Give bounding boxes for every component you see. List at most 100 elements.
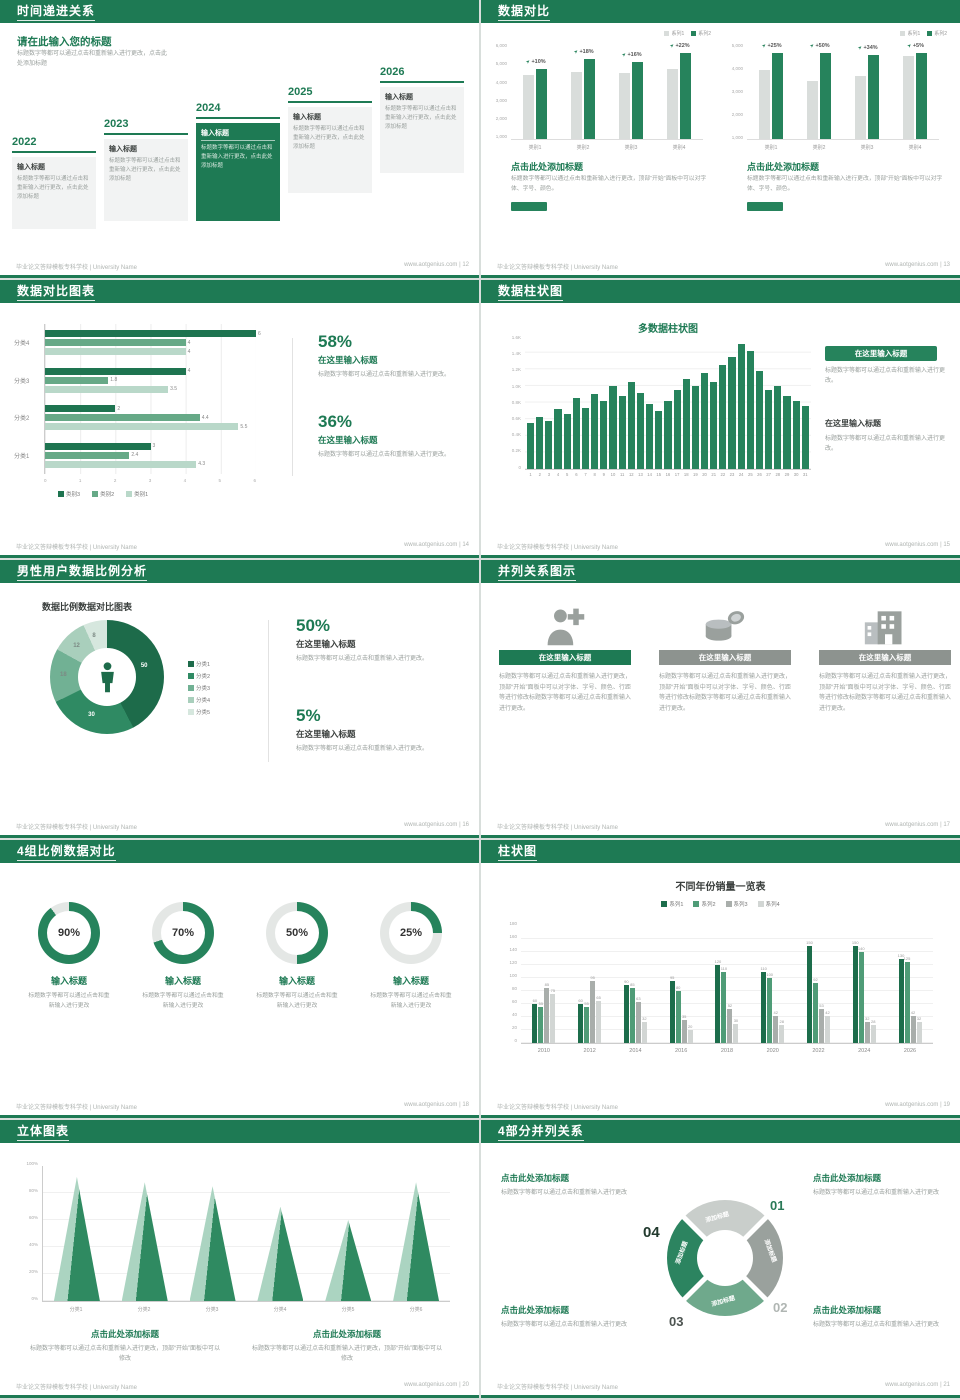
chart-legend: 系列1 系列2 [664,30,711,37]
item-body: 标题数字等都可以通过点击和重新输入进行更改，顶部“开始”面板中可以对字体、字号、… [659,674,792,712]
slide-17[interactable]: 并列关系图示 在这里输入标题 标题数字等都可以通过点击和重新输入进行更改，顶部“… [481,560,960,838]
series2-bar [868,54,879,139]
slice-value: 12 [73,642,80,649]
value-label: 60 [578,998,583,1004]
slide-12[interactable]: 时间递进关系 请在此输入您的标题 标题数字等都可以通过点击和重新输入进行更改，点… [0,0,479,278]
bar-group: 6 4 4 [45,330,261,356]
bar: 95 [669,975,675,1043]
slide-20[interactable]: 立体图表 100% 80% 60% 40% 20% 0% 分类1 分类2 分类3 分类4 分类5 分… [0,1120,479,1398]
legend-item: 系列3 [725,900,748,908]
slice-value: 50 [140,663,148,670]
segment-label: 添加标题 [711,1295,736,1309]
block-desc: 标题数字等都可以通过点击和重新输入进行更改 [813,1322,940,1328]
unit-title: 输入标题 [392,976,429,986]
slide-21[interactable]: 4部分并列关系 点击此处添加标题 标题数字等都可以通过点击和重新输入进行更改 点… [481,1120,960,1398]
bar: 20 [687,1024,693,1043]
value-label: 4 [187,348,191,355]
stat-title: 在这里输入标题 [318,435,378,445]
bar-chart: ➤+10% ➤+18% ➤+16% ➤+22% [511,42,703,140]
value-label: 5.5 [240,423,248,430]
value-label: 80 [675,985,681,990]
y-axis-tick: 20 [511,1025,517,1031]
x-axis-label: 29 [784,472,790,477]
footer-page: www.aotgenius.com | 17 [885,822,950,828]
parallel-item: 在这里输入标题 标题数字等都可以通过点击和重新输入进行更改，顶部“开始”面板中可… [499,602,631,714]
footer-org: 毕业论文答辩模板专科学校 | University Name [497,265,618,271]
building-icon [819,602,951,650]
bar: 92 [812,977,818,1043]
ring-center: 70% [161,911,205,955]
legend-swatch [664,31,670,36]
timeline-card: 输入标题 标题数字等都可以通过点击和重新输入进行更改，点击此处添加标题 [196,123,280,221]
x-axis-label: 3 [547,472,551,477]
x-axis-label: 18 [683,472,689,477]
slide-title: 数据柱状图 [498,282,564,301]
x-axis-label: 16 [665,472,671,477]
bar [45,330,256,338]
x-axis-label: 分类2 [137,1307,151,1313]
unit-title: 输入标题 [164,976,201,986]
x-axis-label: 30 [793,472,799,477]
slice-value: 8 [92,632,96,639]
y-axis-tick: 1.0K [511,383,521,389]
text-block: 点击此处添加标题 标题数字等都可以通过点击和重新输入进行更改，顶部“开始”面板中… [30,1328,220,1364]
bar-row: 3 [45,442,256,450]
y-axis-tick: 2,000 [495,116,507,122]
bar-row: 2.4 [45,451,256,459]
value-label: 42 [773,1009,778,1015]
bar-group: ➤+25% [759,42,783,139]
bar: 65 [596,995,602,1043]
bar: 125 [904,956,910,1043]
percent-value: 90% [57,927,81,939]
value-label: 2 [117,405,121,412]
bar: 120 [715,959,721,1043]
value-label: 35 [681,1014,687,1020]
value-label: 28 [871,1018,876,1024]
x-axis: 2010 2012 2014 2016 2018 2020 2022 2024 2026 [521,1048,933,1054]
footer-page: www.aotgenius.com | 19 [885,1102,950,1108]
legend-label: 类别3 [66,492,81,498]
bar [45,348,186,356]
legend-label: 分类5 [196,710,211,716]
slide-16[interactable]: 男性用户数据比例分析 数据比例数据对比图表 50 30 18 12 8 分类1 分类2 分类… [0,560,479,838]
bar: 42 [824,1010,830,1043]
x-axis-label: 14 [647,472,652,477]
bar: 95 [590,975,596,1043]
x-axis-label: 2026 [903,1048,917,1054]
slide-13[interactable]: 数据对比 系列1 系列2 6,000 5,000 4,000 3,000 2,000 1,0… [481,0,960,278]
bar [673,390,681,469]
block-desc: 标题数字等都可以通过点击和重新输入进行更改，顶部“开始”面板中可以修改 [252,1346,442,1363]
legend-item: 系列2 [691,30,711,37]
bar [45,423,239,431]
footer-org: 毕业论文答辩模板专科学校 | University Name [497,825,618,831]
x-axis-label: 类别3 [860,145,874,151]
slide-19[interactable]: 柱状图 不同年份销量一览表 系列1 系列2 系列3 系列4 180 160 140 120 1… [481,840,960,1118]
cone-shape [121,1182,168,1301]
chart-title: 不同年份销量一览表 [675,882,766,893]
x-axis-tick: 6 [253,478,256,483]
stat-block: 36% 在这里输入标题 标题数字等都可以通过点击和重新输入进行更改。 [318,412,458,460]
stat-block: 5% 在这里输入标题 标题数字等都可以通过点击和重新输入进行更改。 [296,706,436,754]
x-axis-label: 2 [538,472,541,477]
bar-group: 150 140 32 28 [852,926,876,1043]
block-title: 在这里输入标题 [825,419,881,428]
category-label: 分类3 [14,378,30,385]
legend-item: 类别2 [92,490,114,498]
bar [655,410,663,469]
chart-desc: 标题数字等都可以通过点击和重新输入进行更改，顶部“开始”面板中可以对字体、字号、… [747,176,943,192]
slide-15[interactable]: 数据柱状图 多数据柱状图 1.6K 1.4K 1.2K 1.0K 0.8K 0.6K 0.4… [481,280,960,558]
y-axis-tick: 3,000 [731,88,743,94]
bar: 30 [733,1018,739,1043]
value-label: 30 [733,1017,739,1023]
x-axis-label: 19 [693,472,698,477]
legend-item: 类别3 [58,490,80,498]
x-axis-label: 6 [575,472,578,477]
bar: 130 [898,953,904,1043]
x-axis-label: 2020 [766,1048,779,1054]
slide-14[interactable]: 数据对比图表 分类4 分类3 分类2 分类1 6 4 4 4 1.8 3.5 2 4.4 5.5 3 2.… [0,280,479,558]
bar: 150 [852,940,859,1043]
y-axis-tick: 1.6K [511,335,521,340]
timeline-card: 输入标题 标题数字等都可以通过点击和重新输入进行更改，点击此处添加标题 [12,157,96,229]
bar: 32 [641,1016,647,1043]
slide-18[interactable]: 4组比例数据对比 90% 输入标题 标题数字等都可以通过点击和重新输入进行更改 70%… [0,840,479,1118]
